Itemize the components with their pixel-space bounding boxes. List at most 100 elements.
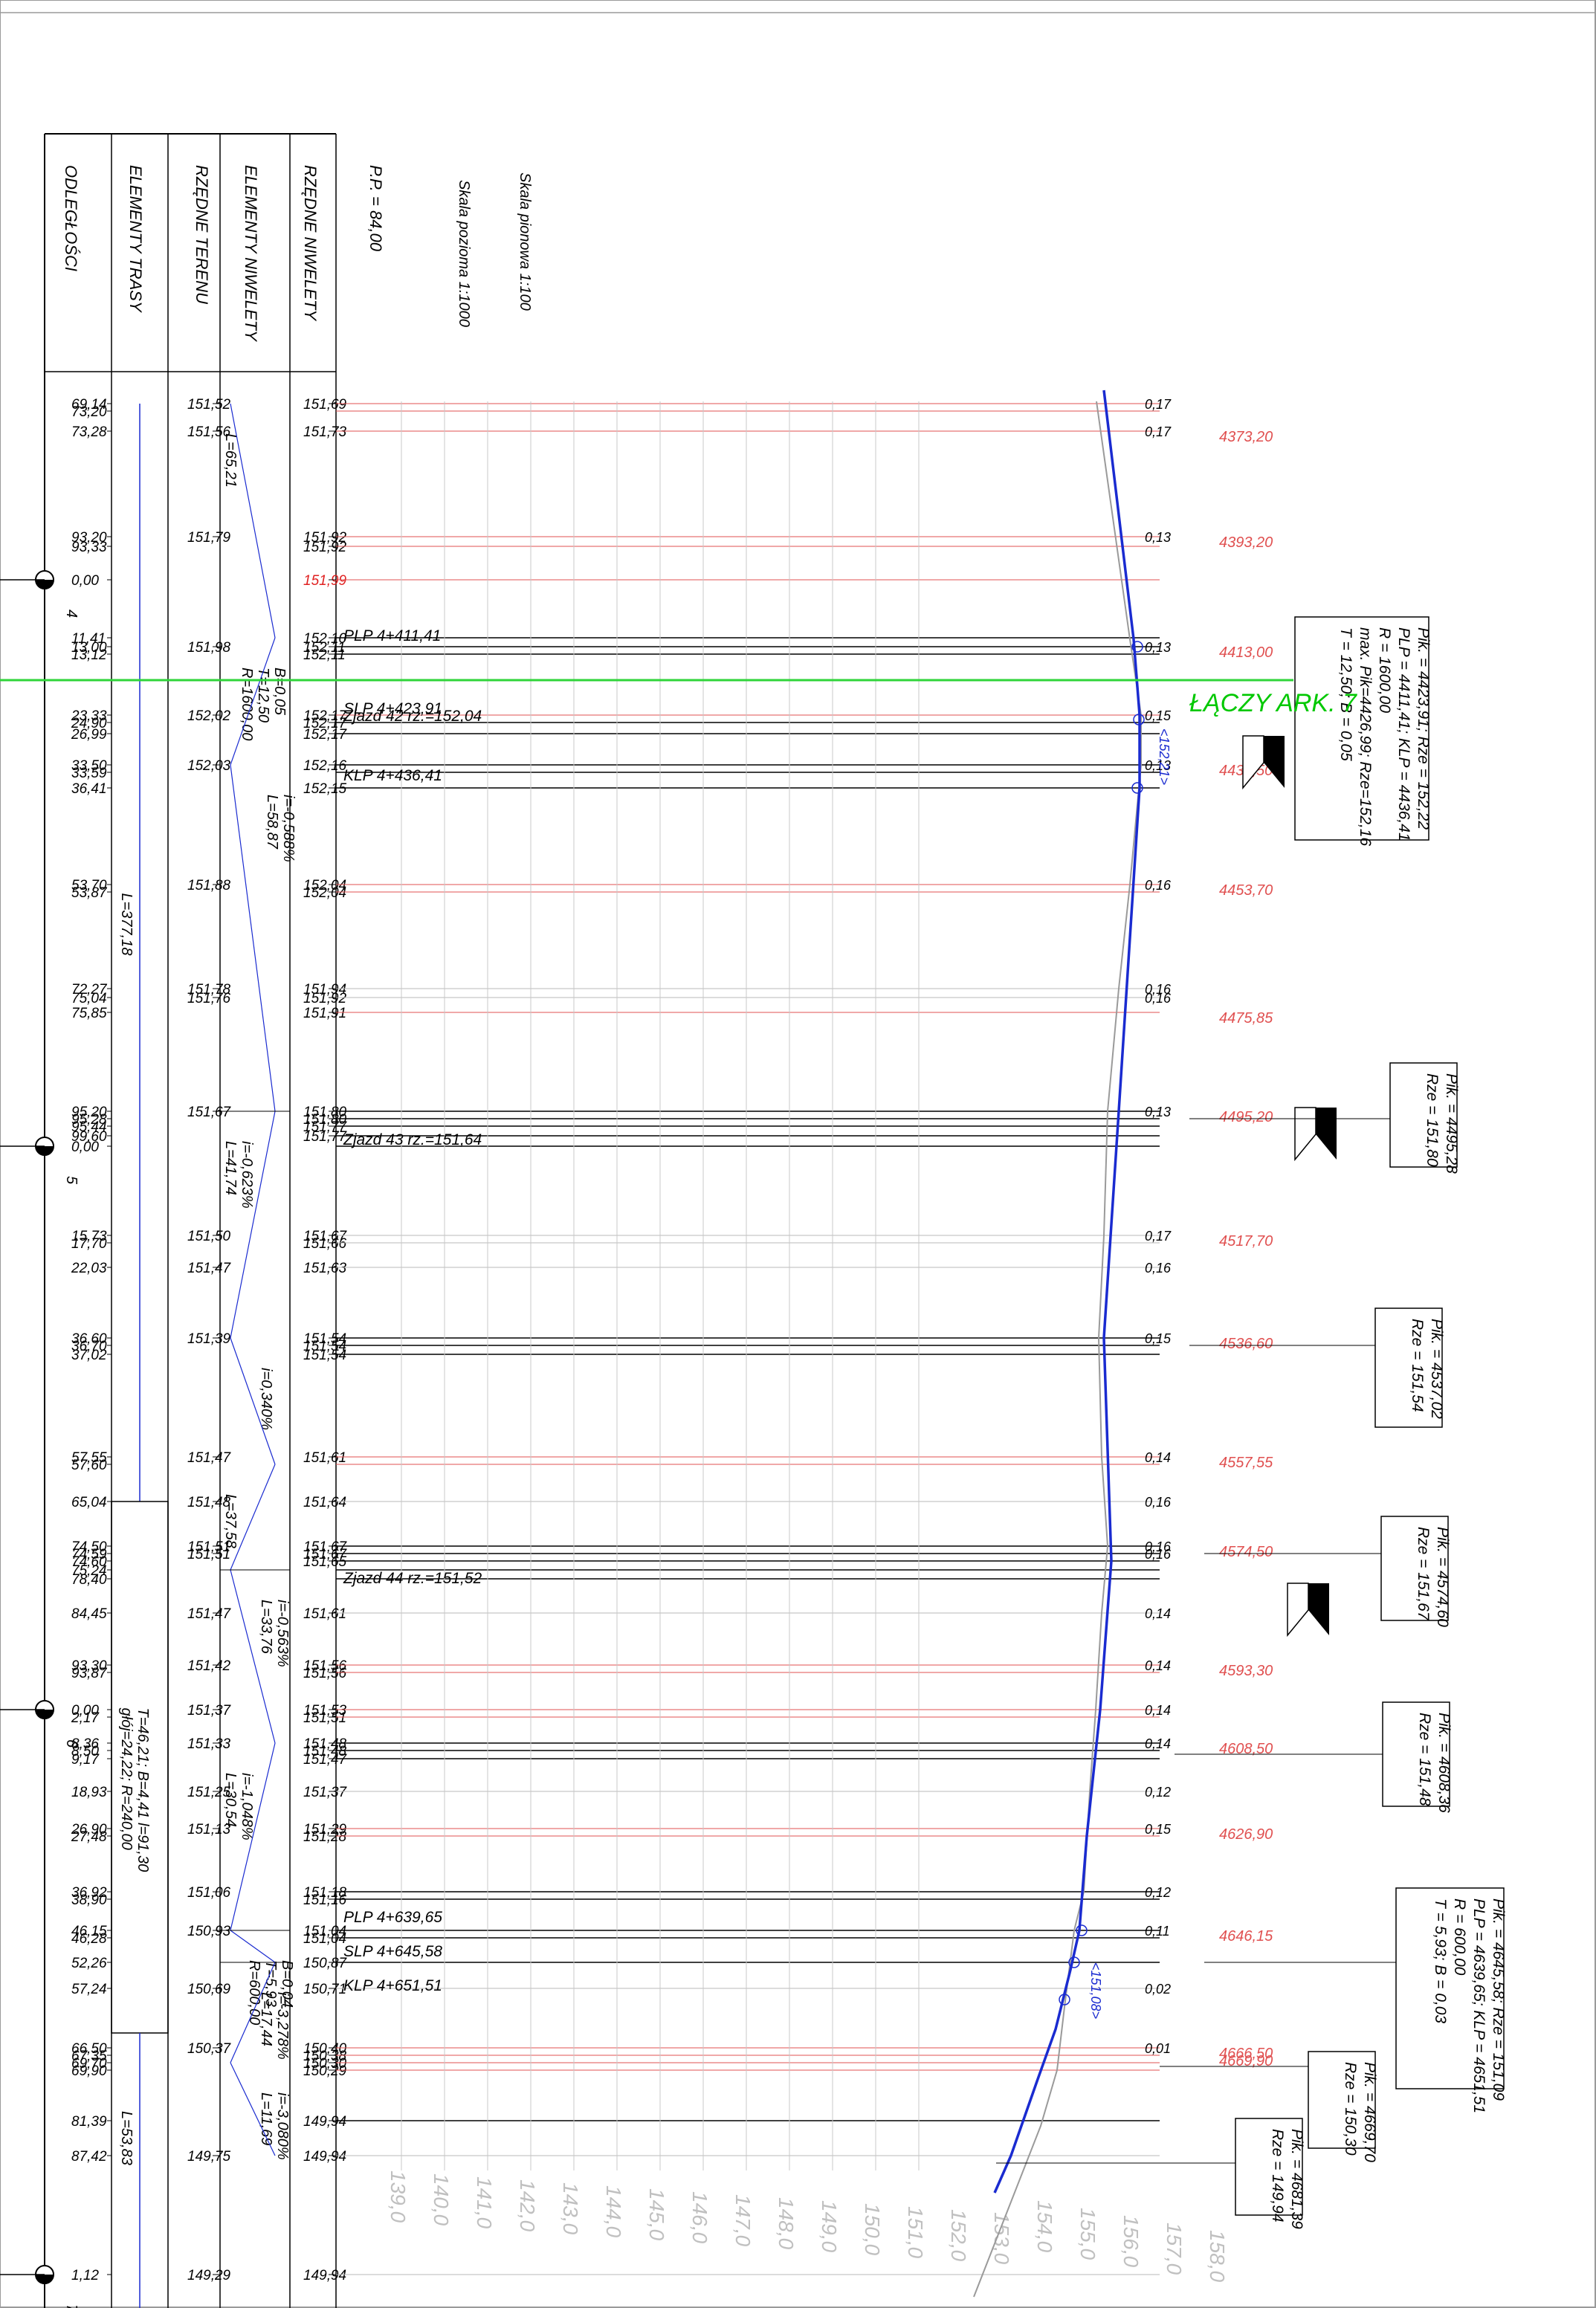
annotation-slp1: SLP 4+423,91 <box>343 700 442 717</box>
terrain-level: 149,75 <box>187 2149 231 2165</box>
distance-value: 93,87 <box>71 1666 108 1681</box>
terrain-level: 151,79 <box>187 530 231 546</box>
grade-level: 152,10 <box>303 631 347 647</box>
grade-segment <box>230 1962 276 2063</box>
grade-segment <box>230 403 276 639</box>
annotation-klp2: KLP 4+651,51 <box>343 1977 442 1994</box>
annotation-zjazd43: Zjazd 43 rz.=151,64 <box>343 1131 482 1148</box>
chainage-label: 4536,60 <box>1219 1336 1273 1352</box>
terrain-level: 151,25 <box>187 1785 231 1800</box>
vertical-curve-marker <box>1059 1994 1070 2005</box>
grade-level: 150,87 <box>303 1956 348 1971</box>
grade-level: 151,61 <box>303 1450 346 1466</box>
elevation-scale-label: 156,0 <box>1120 2215 1143 2267</box>
distance-value: 52,26 <box>71 1956 107 1971</box>
grade-level: 151,61 <box>303 1606 346 1622</box>
elevation-scale-label: 146,0 <box>688 2191 711 2243</box>
distance-value: 57,24 <box>71 1982 107 1997</box>
height-difference: 0,13 <box>1145 530 1171 545</box>
profile-grid: 139,0 140,0 141,0 142,0 143,0 144,0 145,0 146,0… <box>336 389 1229 2298</box>
terrain-level: 151,48 <box>187 1495 231 1510</box>
driveway-symbol <box>1264 736 1285 788</box>
grade-level: 151,16 <box>303 1892 347 1908</box>
terrain-level: 151,76 <box>187 991 231 1006</box>
terrain-level: 151,37 <box>187 1703 232 1719</box>
info-box <box>1308 2051 1376 2149</box>
terrain-level: 150,37 <box>187 2041 232 2057</box>
distance-value: 93,33 <box>71 540 107 555</box>
distance-value: 81,39 <box>71 2114 107 2130</box>
profile-table: 69,14 151,52 151,69 73,20 73,28 151,56 151,73 9… <box>44 133 348 2308</box>
info-box-line: R = 1600,00 <box>1376 627 1393 713</box>
distance-value: 36,92 <box>71 1885 107 1901</box>
distance-value: 33,50 <box>71 758 107 774</box>
grade-level: 151,65 <box>303 1554 347 1570</box>
grade-level: 151,56 <box>303 1666 347 1681</box>
distance-value: 33,59 <box>71 766 107 781</box>
height-difference: 0,17 <box>1145 1229 1172 1244</box>
section-marker-fill <box>36 1710 54 1719</box>
terrain-level: 150,69 <box>187 1982 231 1997</box>
distance-value: 65,04 <box>71 1495 107 1510</box>
elevation-scale-label: 143,0 <box>559 2182 582 2234</box>
grade-level: 150,30 <box>303 2056 347 2072</box>
grade-level: 151,53 <box>303 1703 347 1719</box>
elevation-scale-label: 141,0 <box>473 2176 496 2228</box>
header-row-distances: ODLEGŁOŚCI <box>62 165 80 271</box>
distance-value: 38,90 <box>71 1892 107 1908</box>
distance-value: 93,20 <box>71 530 107 546</box>
grade-element-label: i=-0,563% <box>274 1600 291 1667</box>
vertical-curve-marker <box>1133 714 1145 725</box>
grade-level: 151,69 <box>303 397 347 413</box>
terrain-level: 151,67 <box>187 1105 232 1120</box>
distance-value: 46,28 <box>71 1931 107 1947</box>
info-box <box>1374 1307 1443 1428</box>
grade-level: 151,47 <box>303 1752 348 1768</box>
grade-element-label: L=65,21 <box>222 433 239 488</box>
info-box-line: Pik. = 4574,60 <box>1434 1527 1451 1627</box>
grade-level: 151,92 <box>303 991 347 1006</box>
distance-value: 75,85 <box>71 1006 107 1021</box>
chainage-label: 4593,30 <box>1219 1663 1273 1679</box>
vertical-curve-marker <box>1131 641 1143 653</box>
grade-level: 152,17 <box>303 727 348 743</box>
grade-element-label: T=12,50 <box>255 667 271 723</box>
info-box-line: R = 600,00 <box>1451 1898 1468 1976</box>
distance-value: 0,00 <box>71 573 99 589</box>
height-difference: 0,15 <box>1145 708 1172 723</box>
grade-level: 150,38 <box>303 2049 347 2064</box>
distance-value: 53,87 <box>71 885 108 901</box>
info-box <box>1235 2118 1303 2216</box>
distance-value: 0,00 <box>71 1140 99 1155</box>
height-difference: 0,16 <box>1145 1495 1172 1510</box>
grade-level: 152,17 <box>303 716 348 731</box>
info-box-line: Rze = 149,94 <box>1269 2129 1286 2223</box>
height-difference: 0,17 <box>1145 424 1172 439</box>
grade-level: 151,92 <box>303 530 347 546</box>
height-difference: 0,13 <box>1145 1105 1171 1119</box>
distance-value: 36,41 <box>71 781 107 797</box>
header-row-grade-levels: RZĘDNE NIWELETY <box>301 165 320 321</box>
grade-element-label: R=1600,00 <box>239 667 255 740</box>
info-box-line: Pik. = 4669,70 <box>1361 2062 1378 2162</box>
header-scale-horizontal: Skala pozioma 1:1000 <box>456 180 472 327</box>
grade-level: 151,63 <box>303 1261 347 1276</box>
grade-element-label: T=5,93 <box>262 1960 279 2007</box>
chainage-label: 4626,90 <box>1219 1826 1273 1843</box>
distance-value: 13,00 <box>71 640 107 656</box>
route-element-label: T=46,21; B=4,41 l=91,30 <box>135 1708 151 1872</box>
elevation-scale-label: 149,0 <box>818 2200 841 2252</box>
grade-level: 151,91 <box>303 1006 346 1021</box>
distance-value: 75,24 <box>71 1563 107 1579</box>
header-scale-vertical: Skala pionowa 1:100 <box>517 172 533 311</box>
terrain-level: 151,88 <box>187 878 231 893</box>
distance-value: 26,90 <box>71 1822 107 1837</box>
grade-level: 151,66 <box>303 1236 347 1252</box>
info-box-line: Pik. = 4681,39 <box>1288 2129 1305 2229</box>
distance-value: 53,70 <box>71 878 107 893</box>
terrain-level: 152,02 <box>187 708 231 724</box>
grade-segment <box>230 1930 276 1963</box>
driveway-symbol-outline <box>1294 1107 1316 1162</box>
grade-level: 149,94 <box>303 2114 346 2130</box>
grade-segment <box>230 2062 276 2156</box>
